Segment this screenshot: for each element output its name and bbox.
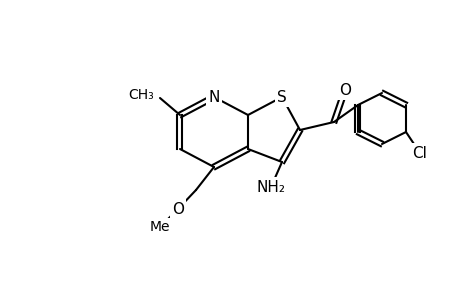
Text: O: O <box>172 202 184 217</box>
Text: S: S <box>276 89 286 104</box>
Text: Cl: Cl <box>412 146 426 160</box>
Text: CH₃: CH₃ <box>128 88 154 102</box>
Text: Me: Me <box>150 220 170 234</box>
Text: O: O <box>338 82 350 98</box>
Text: NH₂: NH₂ <box>256 179 285 194</box>
Text: N: N <box>208 89 219 104</box>
